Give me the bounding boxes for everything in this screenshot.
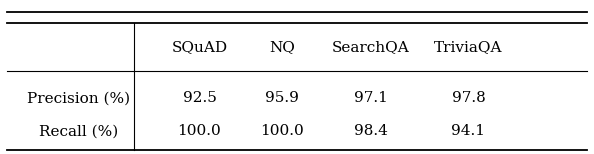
Text: Precision (%): Precision (%) [27,91,130,105]
Text: 98.4: 98.4 [354,124,388,138]
Text: 97.1: 97.1 [354,91,388,105]
Text: 97.8: 97.8 [451,91,485,105]
Text: NQ: NQ [269,40,295,54]
Text: 95.9: 95.9 [266,91,299,105]
Text: Recall (%): Recall (%) [39,124,118,138]
Text: 100.0: 100.0 [178,124,222,138]
Text: TriviaQA: TriviaQA [434,40,503,54]
Text: 94.1: 94.1 [451,124,485,138]
Text: SQuAD: SQuAD [172,40,228,54]
Text: 100.0: 100.0 [260,124,304,138]
Text: 92.5: 92.5 [182,91,216,105]
Text: SearchQA: SearchQA [332,40,410,54]
